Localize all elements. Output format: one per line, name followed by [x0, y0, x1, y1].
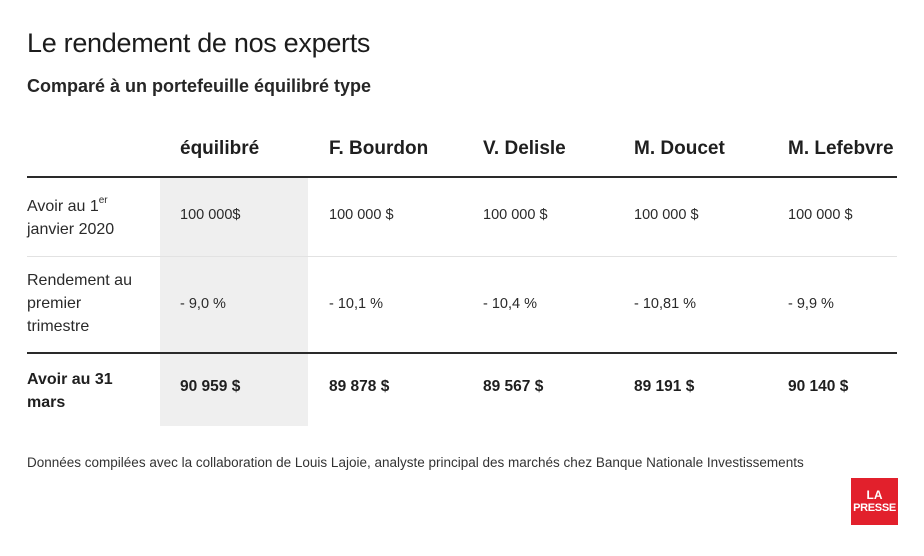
table-cell: 100 000 $	[483, 207, 548, 223]
row-label-text: Avoir au 31	[27, 371, 113, 388]
row-label-text: Rendement au	[27, 272, 132, 289]
row-label-text: janvier 2020	[27, 221, 115, 238]
column-header-lefebvre: M. Lefebvre	[788, 138, 894, 159]
table-cell: 90 959 $	[180, 378, 241, 395]
row-label-text: mars	[27, 394, 66, 411]
table-cell: 100 000 $	[634, 207, 699, 223]
table-cell: 89 191 $	[634, 378, 695, 395]
logo-line-2: PRESSE	[853, 501, 896, 514]
table-cell: 89 878 $	[329, 378, 390, 395]
source-footnote: Données compilées avec la collaboration …	[27, 455, 804, 470]
la-presse-logo: LA PRESSE	[851, 478, 898, 525]
table-cell: - 9,9 %	[788, 296, 834, 312]
table-cell: 100 000 $	[329, 207, 394, 223]
row-label-text: Avoir au 1	[27, 198, 99, 215]
row-divider	[27, 256, 897, 257]
row-label-avoir-1er-janvier: Avoir au 1er janvier 2020	[27, 195, 152, 241]
table-cell: - 10,1 %	[329, 296, 383, 312]
column-header-doucet: M. Doucet	[634, 138, 725, 159]
comparison-table: équilibré F. Bourdon V. Delisle M. Douce…	[27, 120, 897, 426]
table-cell: - 10,81 %	[634, 296, 697, 312]
page-subtitle: Comparé à un portefeuille équilibré type	[27, 76, 372, 96]
highlight-column-background	[160, 178, 308, 426]
column-header-equilibre: équilibré	[180, 138, 260, 159]
total-rule	[27, 352, 897, 354]
table-cell: 89 567 $	[483, 378, 544, 395]
column-header-delisle: V. Delisle	[483, 138, 566, 159]
logo-line-1: LA	[866, 487, 883, 502]
table-cell: 100 000 $	[788, 207, 853, 223]
row-label-superscript: er	[98, 194, 108, 206]
column-header-bourdon: F. Bourdon	[329, 138, 429, 159]
row-label-text: trimestre	[27, 318, 90, 335]
row-label-rendement: Rendement au premier trimestre	[27, 269, 152, 338]
page-title: Le rendement de nos experts	[27, 28, 371, 58]
row-label-avoir-31-mars: Avoir au 31 mars	[27, 368, 152, 414]
header-rule	[27, 176, 897, 178]
table-cell: - 10,4 %	[483, 296, 537, 312]
table-cell: 90 140 $	[788, 378, 849, 395]
row-label-text: premier	[27, 295, 82, 312]
table-cell: 100 000$	[180, 207, 241, 223]
table-cell: - 9,0 %	[180, 296, 226, 312]
